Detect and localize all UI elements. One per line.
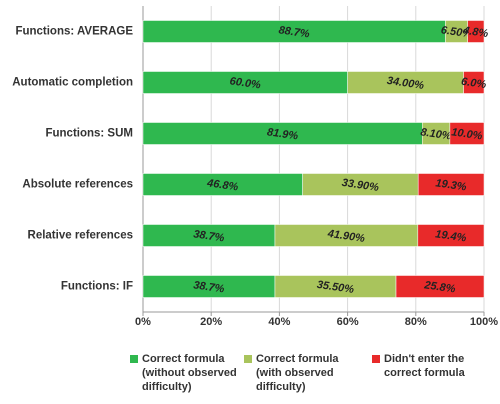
legend-item: Didn't enter the correct formula bbox=[372, 352, 498, 380]
category-label: Absolute references bbox=[22, 179, 133, 191]
value-label: 33.90% bbox=[341, 177, 380, 194]
value-label: 6.0% bbox=[460, 76, 487, 91]
bar-segment bbox=[395, 275, 485, 298]
value-label: 38.7% bbox=[193, 279, 226, 295]
category-label: Functions: AVERAGE bbox=[15, 26, 133, 38]
category-label: Functions: SUM bbox=[45, 128, 133, 140]
bar-segment bbox=[467, 20, 485, 43]
bar-segment bbox=[417, 173, 485, 196]
x-tick-label: 60% bbox=[337, 316, 359, 328]
value-label: 19.4% bbox=[435, 228, 468, 244]
legend-swatch bbox=[372, 355, 380, 363]
value-label: 19.3% bbox=[435, 177, 468, 193]
value-label: 46.8% bbox=[205, 177, 239, 193]
category-label: Relative references bbox=[28, 230, 133, 242]
legend-item: Correct formula (with observed difficult… bbox=[244, 352, 364, 394]
category-label: Functions: IF bbox=[61, 281, 133, 293]
value-label: 10.0% bbox=[451, 126, 484, 142]
value-label: 60.0% bbox=[229, 75, 262, 91]
value-label: 25.8% bbox=[423, 279, 457, 295]
value-label: 38.7% bbox=[193, 228, 226, 244]
bar-segment bbox=[463, 71, 485, 94]
legend-swatch bbox=[244, 355, 252, 363]
value-label: 8.10% bbox=[420, 126, 453, 142]
x-tick-label: 80% bbox=[405, 316, 427, 328]
bar-segment bbox=[449, 122, 485, 145]
value-label: 41.90% bbox=[326, 228, 366, 245]
value-label: 4.8% bbox=[461, 25, 489, 41]
value-label: 34.00% bbox=[386, 75, 425, 92]
value-label: 6.50% bbox=[440, 24, 473, 40]
value-label: 81.9% bbox=[266, 126, 299, 142]
value-label: 88.7% bbox=[278, 24, 311, 40]
x-tick-label: 0% bbox=[135, 316, 151, 328]
x-tick-label: 100% bbox=[470, 316, 498, 328]
bar-segment bbox=[417, 224, 485, 247]
legend-swatch bbox=[130, 355, 138, 363]
x-tick-label: 40% bbox=[268, 316, 290, 328]
value-label: 35.50% bbox=[316, 279, 355, 296]
legend-item: Correct formula (without observed diffic… bbox=[130, 352, 238, 394]
category-label: Automatic completion bbox=[12, 77, 133, 89]
x-tick-label: 20% bbox=[200, 316, 222, 328]
legend-label: Didn't enter the correct formula bbox=[384, 353, 465, 379]
legend-label: Correct formula (without observed diffic… bbox=[142, 353, 237, 393]
legend-label: Correct formula (with observed difficult… bbox=[256, 353, 339, 393]
